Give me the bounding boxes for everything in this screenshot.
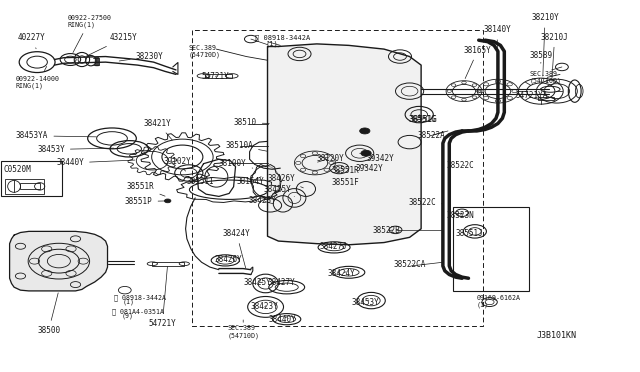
Bar — [205, 74, 232, 78]
Text: SEC.389
(54710D): SEC.389 (54710D) — [227, 320, 259, 339]
Text: 40227Y: 40227Y — [18, 33, 45, 49]
Text: 38423Y: 38423Y — [248, 196, 276, 205]
Text: 38453Y: 38453Y — [352, 298, 380, 307]
Text: 38165Y: 38165Y — [464, 46, 492, 78]
Text: SEC.389
(54710D): SEC.389 (54710D) — [189, 45, 221, 58]
Text: 38427Y: 38427Y — [268, 278, 295, 287]
Polygon shape — [10, 231, 108, 291]
Text: Ⓡ 081A4-0351A: Ⓡ 081A4-0351A — [112, 308, 164, 315]
Text: (9): (9) — [122, 313, 134, 320]
Text: 38120Y: 38120Y — [317, 154, 344, 163]
Text: 38510: 38510 — [234, 118, 269, 127]
Bar — [20, 183, 40, 189]
Polygon shape — [268, 44, 421, 245]
Text: 38230Y: 38230Y — [119, 52, 163, 61]
Text: 38323N: 38323N — [447, 211, 474, 219]
Text: 38210J: 38210J — [541, 33, 568, 80]
Text: 38100Y: 38100Y — [219, 159, 253, 168]
Text: 54721YA: 54721YA — [515, 89, 548, 100]
Text: 39342Y: 39342Y — [360, 153, 394, 163]
Text: 38440Y: 38440Y — [56, 158, 135, 167]
Text: 38424Y: 38424Y — [328, 269, 355, 278]
Text: 38510A: 38510A — [225, 141, 268, 151]
Text: 38551F: 38551F — [332, 170, 359, 187]
Text: 38140Y: 38140Y — [483, 25, 511, 77]
Text: 38426Y: 38426Y — [268, 174, 303, 188]
Text: Ⓝ 08918-3442A: Ⓝ 08918-3442A — [114, 294, 166, 301]
Text: 38453Y: 38453Y — [37, 145, 114, 154]
Text: 38425Y: 38425Y — [243, 278, 271, 287]
Text: 38551G: 38551G — [408, 115, 436, 124]
Text: 38423Y: 38423Y — [251, 302, 278, 311]
Text: 38427J: 38427J — [320, 242, 348, 251]
Bar — [152, 262, 184, 266]
Text: 00922-27500
RING(1): 00922-27500 RING(1) — [67, 15, 111, 52]
Text: 38522C: 38522C — [447, 161, 474, 170]
Text: 43215Y: 43215Y — [86, 33, 138, 57]
Text: 38425Y: 38425Y — [264, 185, 294, 196]
Circle shape — [360, 128, 370, 134]
Text: 54721Y: 54721Y — [202, 72, 229, 81]
Text: 38522C: 38522C — [408, 198, 443, 207]
Text: 38551P: 38551P — [125, 197, 165, 206]
Text: 38522A: 38522A — [417, 131, 445, 140]
Text: 38589: 38589 — [530, 51, 553, 63]
Text: 38551I: 38551I — [187, 177, 214, 186]
Circle shape — [164, 199, 171, 203]
Text: 38551R: 38551R — [127, 182, 165, 196]
Bar — [453, 207, 529, 291]
Text: SEC.389
(54710D): SEC.389 (54710D) — [530, 71, 562, 84]
Text: J3B101KN: J3B101KN — [536, 331, 576, 340]
Text: (1): (1) — [123, 299, 135, 305]
Text: 54721Y: 54721Y — [148, 266, 176, 328]
Text: 39342Y: 39342Y — [355, 164, 383, 173]
Text: 38522B: 38522B — [372, 226, 400, 235]
Circle shape — [361, 150, 371, 156]
Text: C0520M: C0520M — [4, 165, 31, 174]
Polygon shape — [95, 57, 98, 65]
Bar — [5, 179, 44, 194]
Text: 00922-14000
RING(1): 00922-14000 RING(1) — [16, 67, 60, 89]
Text: 09169-6162A
(1): 09169-6162A (1) — [477, 295, 521, 308]
Text: 38421Y: 38421Y — [144, 119, 172, 140]
Text: 38154Y: 38154Y — [237, 177, 264, 186]
Text: 38551R: 38551R — [332, 166, 359, 175]
Text: 38522CA: 38522CA — [394, 260, 426, 269]
Text: 38551J: 38551J — [456, 229, 483, 238]
Bar — [538, 97, 554, 100]
Text: 39102Y: 39102Y — [163, 157, 191, 171]
Text: 38426Y: 38426Y — [214, 255, 242, 264]
Bar — [1, 161, 62, 196]
Text: (1): (1) — [266, 41, 278, 47]
Text: 38210Y: 38210Y — [531, 13, 559, 76]
Text: 38453YA: 38453YA — [16, 131, 97, 140]
Text: 38424Y: 38424Y — [223, 229, 250, 268]
Text: 38440Y: 38440Y — [269, 315, 296, 324]
Text: Ⓝ 08918-3442A: Ⓝ 08918-3442A — [255, 35, 310, 41]
Text: 38500: 38500 — [37, 293, 60, 335]
Text: 38551G: 38551G — [410, 115, 437, 124]
